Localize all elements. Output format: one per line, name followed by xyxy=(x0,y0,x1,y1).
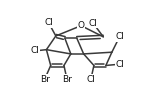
Text: O: O xyxy=(78,21,85,30)
Text: Br: Br xyxy=(40,75,50,84)
Text: Cl: Cl xyxy=(86,75,95,84)
Text: Br: Br xyxy=(62,75,72,84)
Text: Cl: Cl xyxy=(44,18,53,27)
Text: Cl: Cl xyxy=(115,60,124,69)
Text: Cl: Cl xyxy=(30,46,39,55)
Text: Cl: Cl xyxy=(89,19,97,28)
Text: Cl: Cl xyxy=(115,32,124,41)
